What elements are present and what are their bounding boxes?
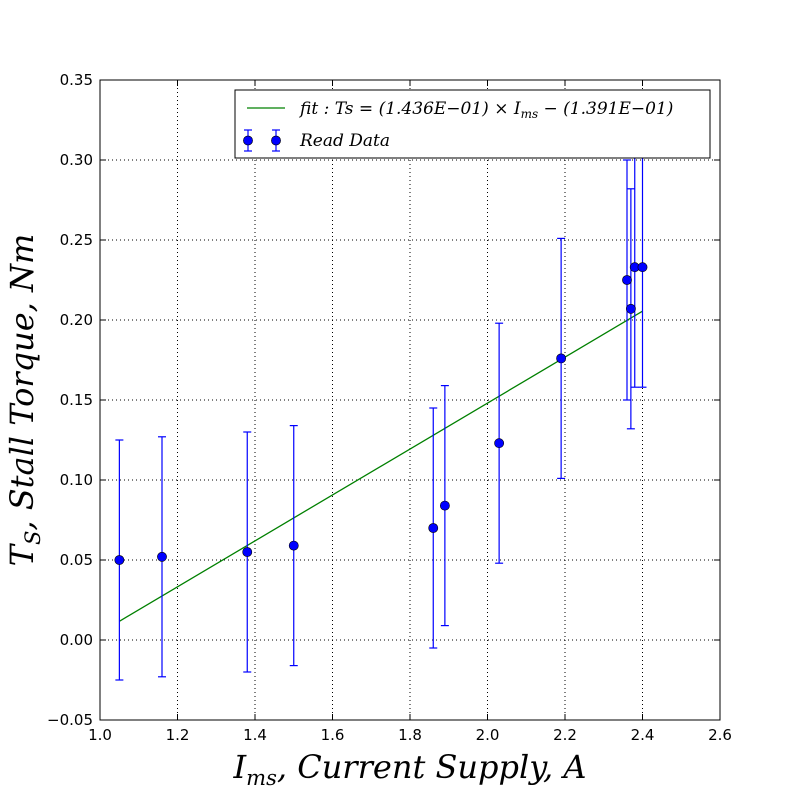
x-tick-label: 2.6 <box>708 726 732 744</box>
data-point <box>622 275 632 285</box>
y-tick-label: 0.10 <box>60 471 93 489</box>
legend: fit : Ts = (1.436E−01) × Ims − (1.391E−0… <box>234 89 711 159</box>
data-point <box>556 353 567 364</box>
legend-read-data-swatch <box>243 129 281 152</box>
fit-line <box>119 310 643 622</box>
y-tick-label: 0.15 <box>60 391 93 409</box>
legend-fit-label: fit : Ts = (1.436E−01) × Ims − (1.391E−0… <box>298 99 673 121</box>
x-tick-label: 2.2 <box>553 726 577 744</box>
y-tick-label: 0.30 <box>60 151 93 169</box>
x-axis-title: Ims, Current Supply, A <box>233 748 587 790</box>
data-point <box>288 540 299 551</box>
data-point <box>439 500 450 511</box>
data-point <box>242 547 253 557</box>
data-point <box>114 555 125 565</box>
x-tick-label: 1.2 <box>166 726 190 744</box>
plot-area <box>114 146 648 681</box>
x-tick-label: 2.4 <box>631 726 655 744</box>
data-point <box>157 551 167 562</box>
data-point <box>428 523 439 533</box>
grid <box>100 80 720 720</box>
y-axis-title: TS, Stall Torque, Nm <box>3 234 45 567</box>
x-tick-label: 1.0 <box>88 726 112 744</box>
x-tick-label: 1.4 <box>243 726 267 744</box>
plot-data <box>114 146 648 681</box>
x-tick-label: 2.0 <box>476 726 500 744</box>
data-point <box>637 262 648 273</box>
y-tick-label: 0.25 <box>60 231 93 249</box>
x-tick-label: 1.6 <box>321 726 345 744</box>
data-point <box>625 303 636 314</box>
y-tick-label: 0.00 <box>60 631 93 649</box>
legend-box <box>234 89 711 159</box>
y-tick-label: 0.20 <box>60 311 93 329</box>
y-tick-label: −0.05 <box>47 711 93 729</box>
axis-ticks: 1.0 1.2 1.4 1.6 1.8 2.0 2.2 2.4 2.6 −0.05 0.00 0.05… <box>47 71 732 744</box>
y-tick-label: 0.05 <box>60 551 93 569</box>
data-point <box>494 438 505 449</box>
y-tick-label: 0.35 <box>60 71 93 89</box>
legend-read-data-label: Read Data <box>299 131 390 151</box>
x-tick-label: 1.8 <box>398 726 422 744</box>
